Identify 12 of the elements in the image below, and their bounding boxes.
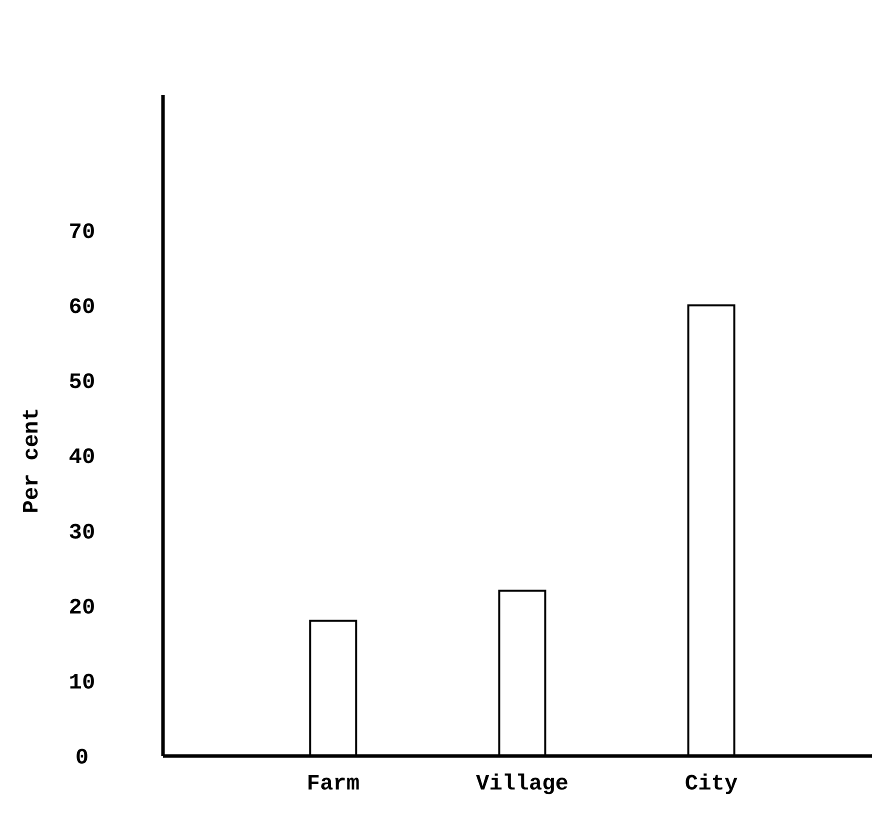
y-tick-label: 10 [68, 670, 96, 696]
y-axis-title: Per cent [20, 408, 45, 514]
x-tick-label: Farm [306, 772, 360, 797]
y-tick-label: 40 [68, 445, 96, 470]
y-tick-label: 0 [75, 746, 89, 771]
y-tick-label: 30 [68, 520, 96, 546]
x-tick-label: City [684, 772, 738, 797]
y-tick-label: 20 [68, 595, 96, 620]
y-tick-label: 60 [68, 295, 96, 320]
y-tick-label: 70 [68, 220, 96, 245]
x-tick-label: Village [476, 772, 568, 797]
y-tick-label: 50 [68, 370, 96, 396]
